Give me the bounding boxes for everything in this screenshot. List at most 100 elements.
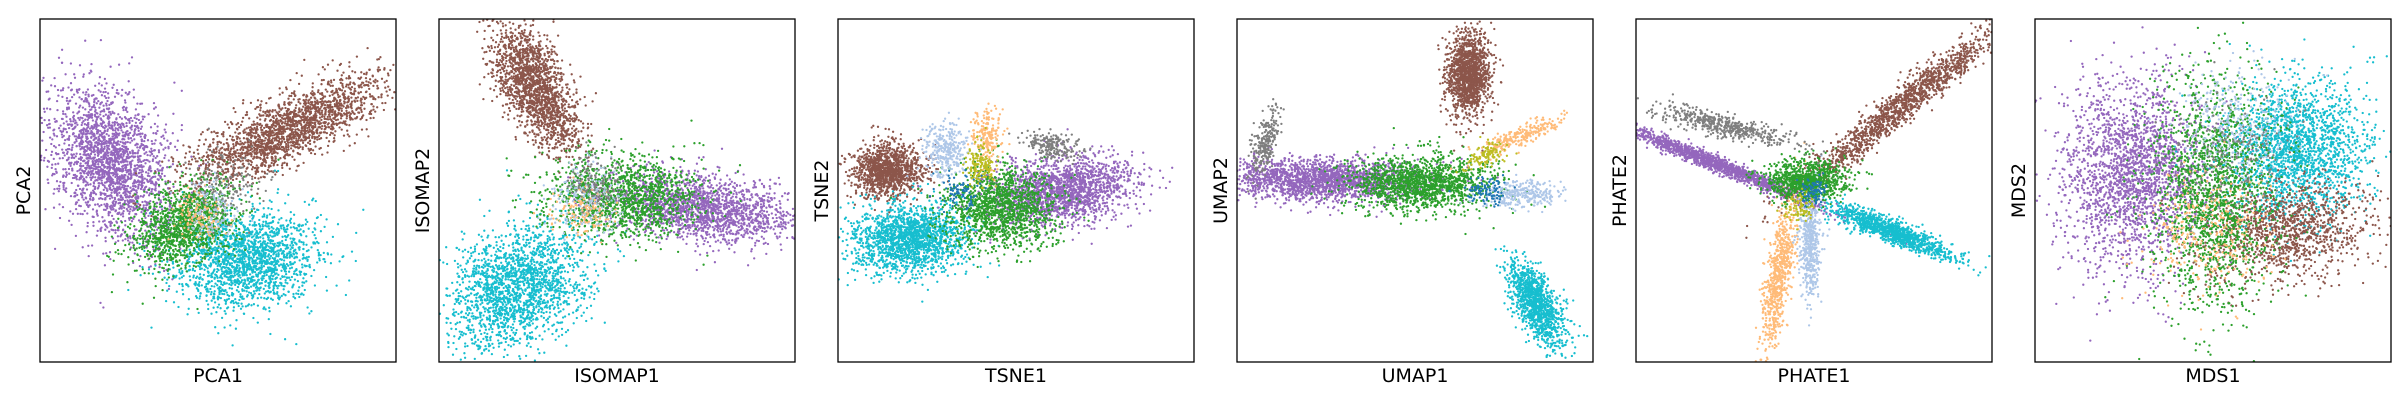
data-point xyxy=(235,177,238,181)
data-point xyxy=(121,88,124,92)
data-point xyxy=(279,132,283,136)
data-point xyxy=(318,116,322,119)
data-point xyxy=(95,111,98,115)
data-point xyxy=(154,175,157,178)
data-point xyxy=(99,151,103,154)
data-point xyxy=(348,61,351,64)
data-point xyxy=(128,121,131,125)
data-point xyxy=(118,179,121,182)
data-point xyxy=(236,148,239,152)
data-point xyxy=(300,118,303,122)
data-point xyxy=(124,224,127,227)
data-point xyxy=(78,87,81,91)
data-point xyxy=(128,156,131,159)
data-point xyxy=(89,176,92,179)
data-point xyxy=(317,73,320,76)
data-point xyxy=(117,239,120,243)
data-point xyxy=(150,149,154,153)
data-point xyxy=(280,116,284,119)
data-point xyxy=(105,173,109,176)
data-point xyxy=(194,284,197,287)
data-point xyxy=(100,94,104,97)
data-point xyxy=(70,223,73,227)
data-point xyxy=(277,136,280,139)
data-point xyxy=(328,115,332,118)
data-point xyxy=(350,250,354,253)
data-point xyxy=(306,95,309,98)
data-point xyxy=(105,180,109,183)
data-point xyxy=(277,122,280,125)
data-point xyxy=(239,140,242,143)
data-point xyxy=(292,150,295,153)
data-point xyxy=(149,265,152,268)
data-point xyxy=(134,172,138,175)
data-point xyxy=(124,101,127,104)
data-point xyxy=(134,212,137,216)
data-point xyxy=(367,81,370,84)
data-point xyxy=(87,200,90,203)
data-point xyxy=(345,77,348,80)
data-point xyxy=(343,90,347,93)
data-point xyxy=(277,294,280,297)
data-point xyxy=(185,167,188,170)
data-point xyxy=(92,138,95,142)
data-point xyxy=(107,96,110,99)
data-point xyxy=(100,142,103,145)
data-point xyxy=(121,180,124,184)
data-point xyxy=(295,104,298,107)
data-point xyxy=(87,93,90,96)
data-point xyxy=(46,165,49,168)
data-point xyxy=(308,142,312,146)
data-point xyxy=(104,224,108,227)
data-point xyxy=(280,164,284,167)
data-point xyxy=(183,156,187,159)
data-point xyxy=(114,231,117,234)
data-point xyxy=(107,107,111,110)
data-point xyxy=(259,164,263,167)
data-point xyxy=(69,194,73,198)
data-point xyxy=(55,99,59,103)
data-point xyxy=(273,147,276,150)
data-point xyxy=(319,230,323,233)
data-point xyxy=(112,208,115,211)
data-point xyxy=(65,131,69,134)
data-point xyxy=(112,182,115,185)
data-point xyxy=(167,287,171,291)
data-point xyxy=(321,113,324,116)
data-point xyxy=(107,114,110,117)
data-point xyxy=(111,206,114,209)
data-point xyxy=(139,135,142,138)
data-point xyxy=(93,187,97,190)
data-point xyxy=(268,152,271,155)
data-point xyxy=(267,166,270,169)
data-point xyxy=(110,151,113,154)
data-point xyxy=(267,97,271,100)
data-point xyxy=(284,120,287,123)
data-point xyxy=(166,289,169,292)
data-point xyxy=(70,148,73,151)
data-point xyxy=(53,134,56,137)
data-point xyxy=(251,175,254,178)
data-point xyxy=(95,178,98,182)
data-point xyxy=(80,98,83,101)
data-point xyxy=(198,280,201,284)
data-point xyxy=(71,176,75,180)
data-point xyxy=(364,76,368,80)
data-point xyxy=(159,201,162,204)
data-point xyxy=(102,91,105,94)
data-point xyxy=(301,141,305,145)
data-point xyxy=(355,108,358,112)
data-point xyxy=(61,88,64,92)
data-point xyxy=(237,290,240,293)
data-point xyxy=(360,128,364,131)
data-point xyxy=(126,160,129,163)
data-point xyxy=(342,92,345,95)
data-point xyxy=(124,174,127,177)
data-point xyxy=(195,180,198,183)
data-point xyxy=(277,255,280,258)
data-point xyxy=(132,96,136,99)
data-point xyxy=(50,142,53,146)
data-point xyxy=(138,171,141,174)
data-point xyxy=(68,134,71,138)
data-point xyxy=(107,111,111,114)
